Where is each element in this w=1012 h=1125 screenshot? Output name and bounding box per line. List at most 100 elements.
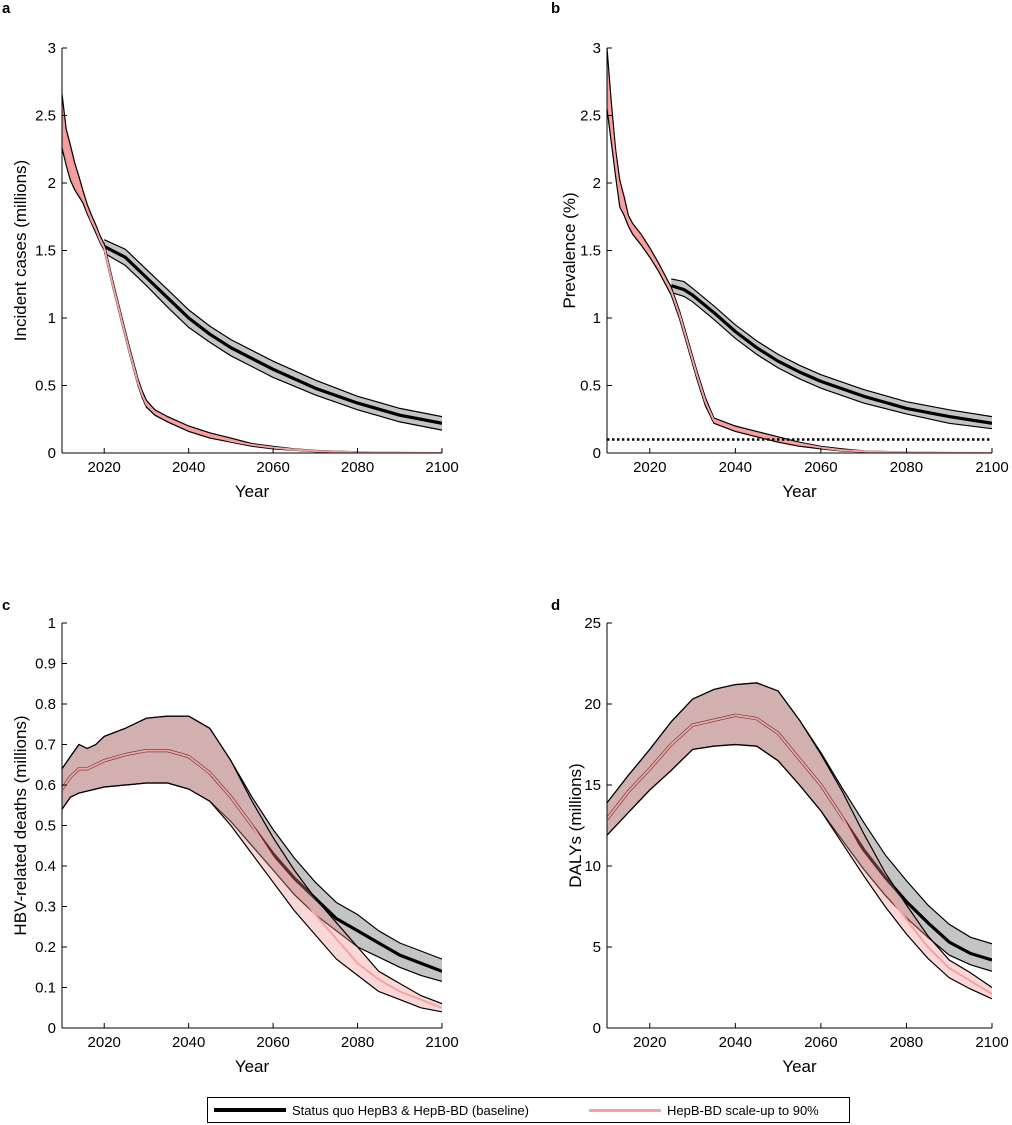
panel-d-xtick-label-1: 2040: [719, 1034, 752, 1051]
panel-c-ytick-label-9: 0.9: [35, 656, 56, 673]
panel-d-xlabel: Year: [782, 1057, 817, 1076]
panel-a-lower-0: [103, 252, 442, 431]
panel-c-ytick-label-4: 0.4: [35, 858, 56, 875]
panel-c-ytick-label-5: 0.5: [35, 818, 56, 835]
panel-b-xlabel: Year: [782, 482, 817, 501]
panel-b-xtick-label-3: 2080: [890, 459, 923, 476]
legend-label-scaleup: HepB-BD scale-up to 90%: [667, 1102, 819, 1118]
panel-a-ytick-label-5: 2.5: [35, 108, 56, 125]
panel-a-upper-1: [62, 93, 442, 453]
panel-a-plot: 0 0.5 1 1.5 2 2.5 3 2020 2040 2060 2080 2100 Year Inc…: [11, 40, 459, 501]
panel-a-band-1: [62, 93, 442, 453]
panel-a-ytick-label-3: 1.5: [35, 243, 56, 260]
panel-b-series-group: [607, 48, 992, 453]
panel-d-xtick-label-3: 2080: [890, 1034, 923, 1051]
panel-b-ytick-label-3: 1.5: [580, 243, 601, 260]
panel-c-upper-1: [62, 715, 442, 1005]
panel-a-ytick-label-4: 2: [48, 175, 56, 192]
panel-d-band-0: [607, 682, 992, 972]
panel-b-mean-0: [670, 284, 992, 425]
panel-c-ytick-label-0: 0: [48, 1020, 56, 1037]
panel-d-ytick-label-2: 10: [584, 858, 601, 875]
panel-c-plot: 0 0.1 0.2 0.3 0.4 0.5 0.6 0.7 0.8 0.9 1 2020 2040 206…: [11, 615, 459, 1076]
panel-b-xtick-label-2: 2060: [804, 459, 837, 476]
legend-swatch-scaleup: [589, 1108, 661, 1112]
panel-c-ytick-label-10: 1: [48, 615, 56, 632]
panel-c-xtick-label-4: 2100: [425, 1034, 458, 1051]
panel-a-ytick-label-1: 0.5: [35, 378, 56, 395]
panel-b-band-1: [607, 48, 992, 453]
panel-d-ytick-label-4: 20: [584, 696, 601, 713]
panel-b-ytick-label-0: 0: [593, 445, 601, 462]
panel-c-ytick-label-2: 0.2: [35, 939, 56, 956]
panel-d-lower-1: [607, 743, 992, 1000]
panel-a-ytick-label-2: 1: [48, 310, 56, 327]
panel-b-ytick-label-4: 2: [593, 175, 601, 192]
panel-b-xtick-label-1: 2040: [719, 459, 752, 476]
panel-d-ytick-label-1: 5: [593, 939, 601, 956]
panel-b-ytick-label-6: 3: [593, 40, 601, 57]
panel-b-ytick-label-1: 0.5: [580, 378, 601, 395]
panel-b-xtick-label-0: 2020: [633, 459, 666, 476]
panel-letter-b: b: [551, 0, 561, 17]
legend: Status quo HepB3 & HepB-BD (baseline) He…: [207, 1097, 850, 1123]
panel-a-xtick-label-2: 2060: [256, 459, 289, 476]
panel-c-ytick-label-6: 0.6: [35, 777, 56, 794]
legend-item-baseline: Status quo HepB3 & HepB-BD (baseline): [214, 1098, 529, 1122]
panel-b-ytick-label-5: 2.5: [580, 108, 601, 125]
panel-b-band-0: [671, 278, 992, 429]
panel-letter-d: d: [551, 597, 561, 614]
panel-c-band-1: [62, 716, 442, 1012]
panel-c-xtick-label-3: 2080: [341, 1034, 374, 1051]
panel-b-plot: 0 0.5 1 1.5 2 2.5 3 2020 2040 2060 2080 2100 Year Pre…: [560, 40, 1009, 501]
panel-a-mean-0: [103, 244, 442, 425]
panel-b-ylabel: Prevalence (%): [560, 192, 579, 308]
panel-b-ytick-label-2: 1: [593, 310, 601, 327]
panel-c-xlabel: Year: [235, 1057, 270, 1076]
legend-label-baseline: Status quo HepB3 & HepB-BD (baseline): [292, 1102, 530, 1118]
panel-c-lower-1: [62, 782, 442, 1013]
panel-a-ytick-label-6: 3: [48, 40, 56, 57]
panel-b-xtick-label-4: 2100: [975, 459, 1008, 476]
legend-swatch-baseline: [214, 1108, 286, 1112]
panel-letter-c: c: [2, 597, 11, 614]
panel-c-ytick-label-3: 0.3: [35, 899, 56, 916]
panel-b-mean-1: [607, 74, 992, 453]
panel-c-ytick-label-8: 0.8: [35, 696, 56, 713]
panel-c-ytick-label-1: 0.1: [35, 980, 56, 997]
panel-a-xtick-label-3: 2080: [341, 459, 374, 476]
panel-d-ytick-label-5: 25: [584, 615, 601, 632]
panel-d-plot: 0 5 10 15 20 25 2020 2040 2060 2080 2100 Year DALYs …: [566, 615, 1009, 1076]
panel-b-upper-0: [671, 278, 992, 418]
panel-d-xtick-label-4: 2100: [975, 1034, 1008, 1051]
panel-c-ytick-label-7: 0.7: [35, 737, 56, 754]
panel-c-xtick-label-0: 2020: [88, 1034, 121, 1051]
panel-c-ylabel: HBV-related deaths (millions): [11, 715, 30, 935]
panel-b-lower-0: [671, 291, 992, 430]
panel-a-xtick-label-0: 2020: [88, 459, 121, 476]
panel-letter-a: a: [2, 0, 11, 17]
panel-a-ytick-label-0: 0: [48, 445, 56, 462]
panel-a-xtick-label-4: 2100: [425, 459, 458, 476]
panel-a-xtick-label-1: 2040: [172, 459, 205, 476]
panel-d-mean-1: [607, 714, 992, 995]
panel-d-upper-1: [607, 682, 992, 988]
panel-d-ylabel: DALYs (millions): [566, 763, 585, 887]
panel-a-upper-0: [103, 239, 442, 418]
legend-item-scaleup: HepB-BD scale-up to 90%: [589, 1098, 819, 1122]
panel-a-series-group: [62, 93, 442, 453]
panel-d-xtick-label-0: 2020: [633, 1034, 666, 1051]
panel-d-series-group: [607, 682, 992, 1000]
panel-b-upper-1: [607, 48, 992, 453]
panel-a-band-0: [104, 239, 442, 431]
panel-d-ytick-label-3: 15: [584, 777, 601, 794]
panel-d-ytick-label-0: 0: [593, 1020, 601, 1037]
panel-c-xtick-label-1: 2040: [172, 1034, 205, 1051]
panel-a-xlabel: Year: [235, 482, 270, 501]
panel-c-xtick-label-2: 2060: [256, 1034, 289, 1051]
panel-c-mean-1: [62, 749, 442, 1009]
panel-d-xtick-label-2: 2060: [804, 1034, 837, 1051]
panel-a-ylabel: Incident cases (millions): [11, 160, 30, 341]
